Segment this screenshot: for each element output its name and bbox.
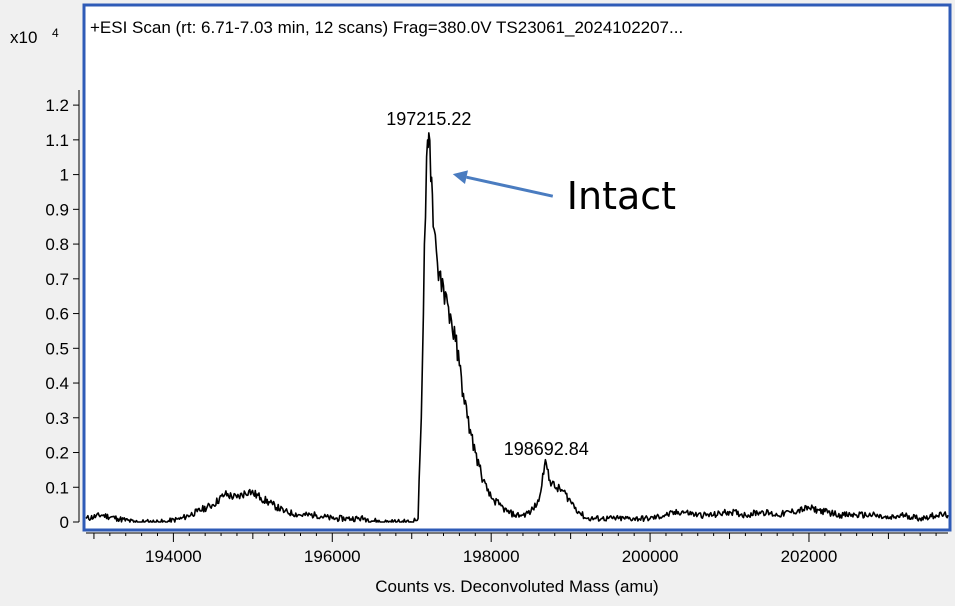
- x-tick-label: 202000: [781, 547, 838, 566]
- x-tick-label: 194000: [145, 547, 202, 566]
- y-tick-label: 0: [60, 513, 69, 532]
- spectrum-line: [85, 132, 949, 523]
- x-axis: 194000 196000 198000 200000 202000: [86, 532, 948, 566]
- plot-frame: [82, 3, 952, 532]
- y-tick-label: 0.7: [45, 270, 69, 289]
- y-scale-label: x10: [10, 28, 37, 47]
- y-tick-label: 0.8: [45, 235, 69, 254]
- y-axis: 0 0.1 0.2 0.3 0.4 0.5 0.6 0.7 0.8 0.9 1 1.1 1.2: [45, 90, 80, 532]
- y-tick-label: 1.2: [45, 96, 69, 115]
- y-tick-label: 0.2: [45, 444, 69, 463]
- y-tick-label: 1: [60, 166, 69, 185]
- annotation-arrowhead: [452, 170, 468, 185]
- peak-label: 197215.22: [386, 109, 471, 129]
- peak-labels: 197215.22 198692.84: [386, 109, 589, 459]
- plot-title: +ESI Scan (rt: 6.71-7.03 min, 12 scans) …: [90, 18, 683, 37]
- y-scale-exponent: 4: [52, 26, 59, 40]
- y-tick-label: 0.3: [45, 409, 69, 428]
- y-tick-label: 0.5: [45, 339, 69, 358]
- peak-label: 198692.84: [504, 439, 589, 459]
- y-tick-label: 1.1: [45, 131, 69, 150]
- x-tick-label: 200000: [622, 547, 679, 566]
- x-tick-label: 196000: [304, 547, 361, 566]
- y-tick-label: 0.1: [45, 478, 69, 497]
- y-tick-label: 0.9: [45, 200, 69, 219]
- y-tick-label: 0.4: [45, 374, 69, 393]
- annotation-arrow: [466, 175, 554, 198]
- x-tick-label: 198000: [463, 547, 520, 566]
- x-axis-title: Counts vs. Deconvoluted Mass (amu): [375, 577, 658, 596]
- intact-annotation: Intact: [452, 170, 676, 218]
- y-tick-label: 0.6: [45, 305, 69, 324]
- annotation-text: Intact: [567, 174, 676, 218]
